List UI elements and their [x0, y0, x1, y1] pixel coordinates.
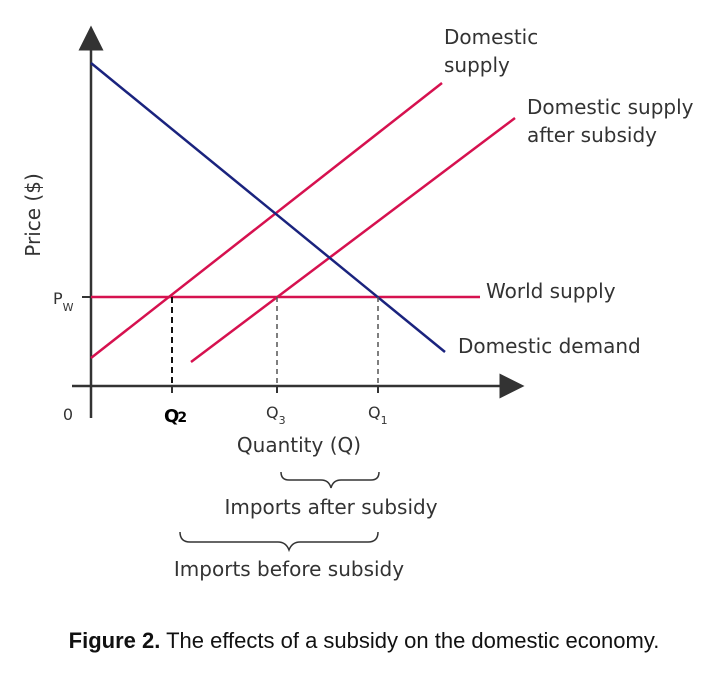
- imports-after-subsidy-brace: [280, 471, 380, 489]
- domestic-supply-after-subsidy-line: [190, 117, 516, 363]
- world-supply-label: World supply: [486, 279, 616, 303]
- domestic-demand-line: [90, 62, 446, 353]
- imports-before-subsidy-brace: [179, 531, 379, 553]
- imports-before-subsidy-label: Imports before subsidy: [174, 557, 404, 581]
- domestic-supply-label: Domestic supply: [444, 25, 545, 77]
- x-axis-label: Quantity (Q): [237, 433, 361, 457]
- y-axis-label: Price ($): [21, 173, 45, 256]
- domestic-supply-after-subsidy-label: Domestic supply after subsidy: [527, 95, 700, 147]
- pw-label: PW: [53, 289, 74, 314]
- figure-caption-text: The effects of a subsidy on the domestic…: [166, 628, 660, 653]
- figure-caption: Figure 2. The effects of a subsidy on th…: [0, 628, 728, 654]
- origin-label: 0: [63, 405, 73, 424]
- figure-number: Figure 2.: [68, 628, 161, 653]
- imports-after-subsidy-label: Imports after subsidy: [224, 495, 437, 519]
- q3-label: Q3: [266, 403, 286, 427]
- domestic-supply-line: [90, 82, 443, 359]
- subsidy-diagram: Price ($) 0 PW Q2 Q3 Q1 Quantity (Q) Dom…: [21, 25, 700, 581]
- domestic-demand-label: Domestic demand: [458, 334, 641, 358]
- q1-label: Q1: [368, 403, 388, 427]
- q2-label: Q2: [164, 406, 187, 427]
